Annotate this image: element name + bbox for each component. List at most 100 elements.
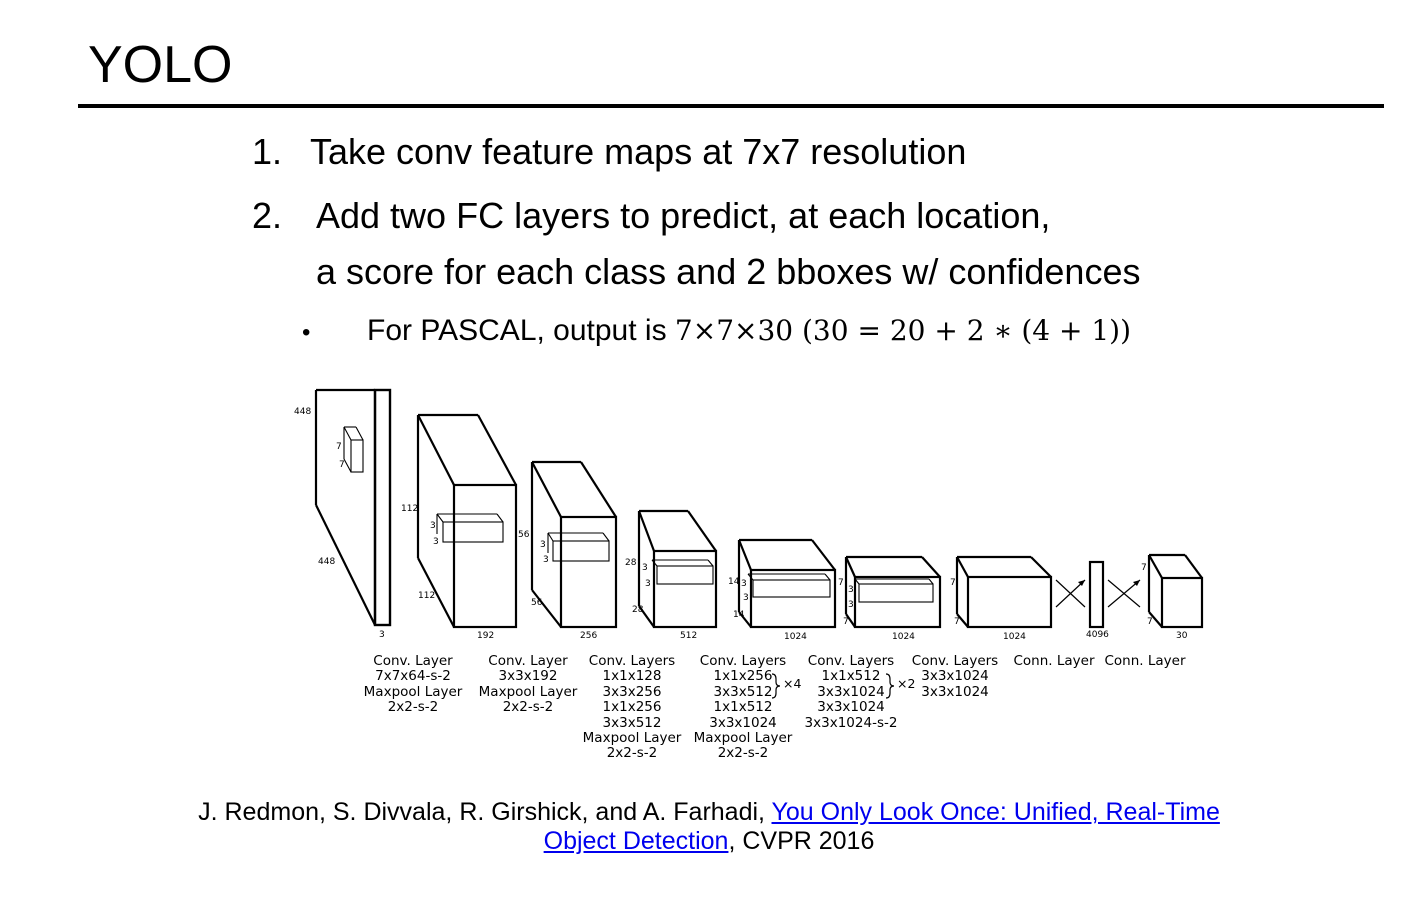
caption-line: Maxpool Layer — [582, 730, 682, 747]
output-volume — [1147, 553, 1204, 629]
block3-volume — [637, 509, 718, 629]
sub-bullet-pascal: • For PASCAL, output is 7×7×30 (30 = 20 … — [302, 312, 1131, 352]
block3-kernel-a-label: 3 — [642, 563, 648, 573]
sub-bullet-text: For PASCAL, output is 7×7×30 (30 = 20 + … — [367, 312, 1131, 350]
output-height-label: 7 — [1141, 563, 1147, 573]
sub-bullet-label: For PASCAL, output is — [367, 314, 675, 347]
caption-layer5: Conv. Layers 1x1x512 3x3x1024 3x3x1024 3… — [804, 653, 898, 731]
citation: J. Redmon, S. Divvala, R. Girshick, and … — [0, 798, 1418, 856]
caption-line: 1x1x128 — [602, 668, 662, 685]
caption-line: Maxpool Layer — [363, 683, 463, 700]
caption-line: 3x3x1024 — [817, 699, 885, 716]
input-kernel-cube — [343, 426, 364, 473]
caption-line: Conv. Layers — [911, 653, 999, 669]
block4-kernel-b-label: 3 — [743, 593, 749, 603]
block4-height-label: 14 — [728, 577, 740, 587]
paper-link-line2[interactable]: Object Detection — [543, 827, 729, 855]
block2-volume — [530, 460, 618, 629]
caption-line: 1x1x256 — [602, 699, 662, 716]
bullet-dot: • — [302, 319, 311, 346]
fc1-depth-label: 4096 — [1086, 630, 1109, 640]
block1-kernel-b-label: 3 — [433, 537, 439, 547]
caption-line: 3x3x1024 — [817, 683, 885, 700]
caption-layer2: Conv. Layer 3x3x192 Maxpool Layer 2x2-s-… — [479, 653, 578, 716]
input-depth-label: 3 — [379, 630, 385, 640]
caption-line: 3x3x1024 — [709, 714, 777, 731]
caption-line: Conn. Layer — [1104, 653, 1186, 669]
caption-line: 2x2-s-2 — [717, 745, 769, 762]
title-divider — [78, 104, 1384, 108]
caption-fc1: Conn. Layer — [1013, 653, 1094, 669]
caption-line: 3x3x512 — [602, 714, 662, 731]
caption-line: 1x1x256 — [713, 668, 773, 685]
output-formula: 7×7×30 (30 = 20 + 2 ∗ (4 + 1)) — [674, 314, 1132, 347]
caption-line: 3x3x1024 — [921, 683, 989, 700]
block3-depth-label: 512 — [680, 631, 697, 641]
repeat-x2-label: ×2 — [897, 676, 915, 691]
caption-line: Conv. Layers — [699, 653, 787, 669]
input-kernel-b-label: 7 — [339, 460, 345, 470]
list-item-2-continuation: a score for each class and 2 bboxes w/ c… — [316, 250, 1140, 294]
block5-height-label: 7 — [838, 578, 844, 588]
caption-fc2: Conn. Layer — [1104, 653, 1186, 669]
block4-kernel-a-label: 3 — [741, 579, 747, 589]
caption-line: Conv. Layers — [588, 653, 676, 669]
input-width-label: 448 — [318, 557, 335, 567]
caption-layer3: Conv. Layers 1x1x128 3x3x256 1x1x256 3x3… — [582, 653, 682, 762]
caption-line: Conv. Layers — [807, 653, 895, 669]
input-volume — [314, 388, 392, 627]
block2-depth-label: 256 — [580, 631, 597, 641]
block3-height-label: 28 — [625, 558, 637, 568]
caption-layer4: Conv. Layers 1x1x256 3x3x512 1x1x512 3x3… — [693, 653, 793, 762]
repeat-brace-a — [771, 673, 781, 699]
caption-layer6: Conv. Layers 3x3x1024 3x3x1024 — [911, 653, 999, 700]
caption-layer1: Conv. Layer 7x7x64-s-2 Maxpool Layer 2x2… — [363, 653, 463, 716]
list-text: Add two FC layers to predict, at each lo… — [316, 195, 1051, 236]
list-item-2: 2. Add two FC layers to predict, at each… — [252, 194, 1050, 238]
list-text: Take conv feature maps at 7x7 resolution — [310, 131, 967, 172]
block1-kernel-a-label: 3 — [430, 521, 436, 531]
caption-line: 2x2-s-2 — [502, 699, 554, 716]
block1-depth-label: 192 — [477, 631, 494, 641]
fc1-vector — [1088, 560, 1105, 629]
paper-link-line1[interactable]: You Only Look Once: Unified, Real-Time — [771, 798, 1220, 826]
input-height-label: 448 — [294, 407, 311, 417]
repeat-x4-label: ×4 — [783, 676, 801, 691]
block6-depth-label: 1024 — [1003, 632, 1026, 642]
block5-kernel-b-label: 3 — [848, 600, 854, 610]
caption-line: 1x1x512 — [713, 699, 773, 716]
fc-arrowheads — [1078, 580, 1140, 586]
block1-width-label: 112 — [418, 591, 435, 601]
repeat-brace-b — [885, 673, 895, 699]
output-depth-label: 30 — [1176, 631, 1188, 641]
fc-connection-2 — [1107, 579, 1141, 608]
caption-line: 3x3x192 — [498, 668, 558, 685]
block1-volume — [416, 413, 518, 629]
block1-height-label: 112 — [401, 504, 418, 514]
caption-line: Maxpool Layer — [693, 730, 793, 747]
citation-authors: J. Redmon, S. Divvala, R. Girshick, and … — [198, 798, 772, 826]
caption-line: Conv. Layer — [373, 653, 453, 669]
caption-line: 3x3x512 — [713, 683, 773, 700]
fc-connection-1 — [1055, 579, 1086, 608]
block6-volume — [955, 555, 1053, 629]
slide-title: YOLO — [88, 36, 233, 94]
block4-kernel — [747, 573, 831, 598]
block6-height-label: 7 — [950, 578, 956, 588]
block1-kernel — [436, 513, 504, 543]
caption-line: 3x3x1024-s-2 — [804, 714, 898, 731]
block5-volume — [844, 555, 942, 629]
list-item-1: 1. Take conv feature maps at 7x7 resolut… — [252, 130, 966, 174]
block2-width-label: 56 — [531, 598, 543, 608]
block2-kernel — [547, 532, 610, 562]
block3-width-label: 28 — [632, 605, 644, 615]
input-kernel-a-label: 7 — [336, 442, 342, 452]
block5-kernel-a-label: 3 — [848, 585, 854, 595]
caption-line: 3x3x256 — [602, 683, 662, 700]
caption-line: 2x2-s-2 — [606, 745, 658, 762]
block4-volume — [737, 538, 837, 629]
block4-depth-label: 1024 — [784, 632, 807, 642]
block5-depth-label: 1024 — [892, 632, 915, 642]
caption-line: 3x3x1024 — [921, 668, 989, 685]
